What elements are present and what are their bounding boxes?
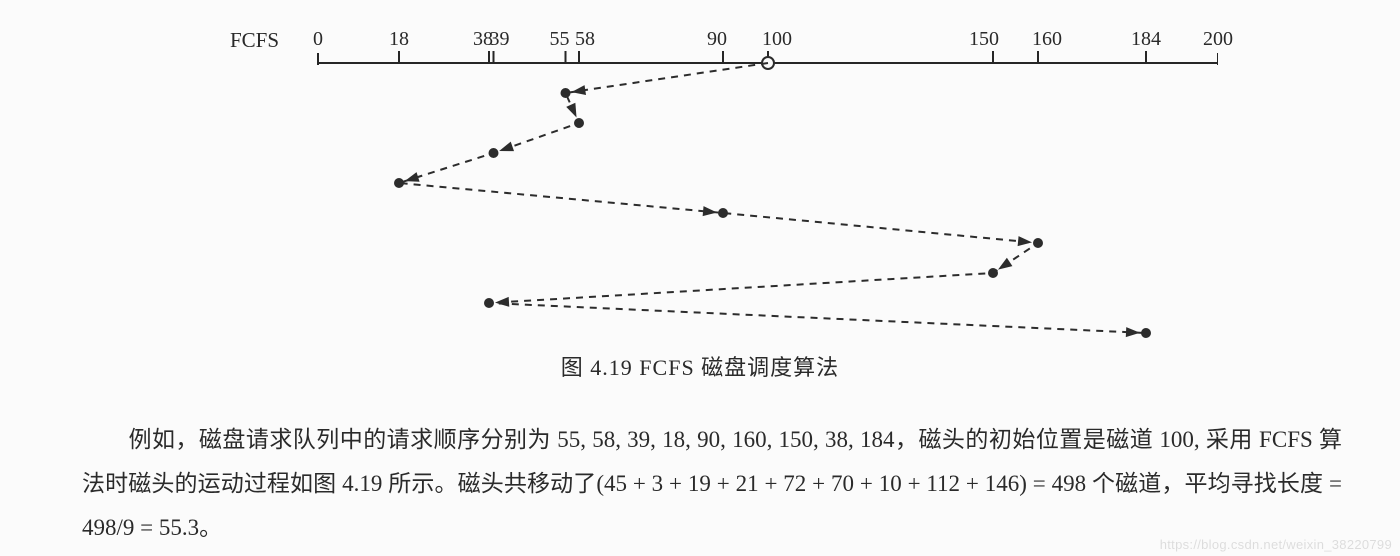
- axis-tick-label: 160: [1032, 28, 1062, 51]
- axis-tick-label: 100: [762, 28, 792, 51]
- axis-tick-label: 150: [969, 28, 999, 51]
- axis-tick-label: 0: [313, 28, 323, 51]
- axis-tick-label: 55: [550, 28, 570, 51]
- figure-caption: 图 4.19 FCFS 磁盘调度算法: [0, 350, 1400, 382]
- algorithm-label: FCFS: [230, 28, 279, 53]
- watermark: https://blog.csdn.net/weixin_38220799: [1160, 537, 1392, 552]
- axis-tick-label: 200: [1203, 28, 1233, 51]
- paragraph-text: 例如，磁盘请求队列中的请求顺序分别为 55, 58, 39, 18, 90, 1…: [82, 427, 1342, 540]
- axis-tick-label: 39: [490, 28, 510, 51]
- page-root: FCFS 0183839555890100150160184200 图 4.19…: [0, 0, 1400, 556]
- fcfs-seek-chart: FCFS 0183839555890100150160184200: [240, 28, 1218, 338]
- axis-tick-label: 18: [389, 28, 409, 51]
- axis-tick-label: 90: [707, 28, 727, 51]
- axis-tick-label: 58: [575, 28, 595, 51]
- explanation-paragraph: 例如，磁盘请求队列中的请求顺序分别为 55, 58, 39, 18, 90, 1…: [82, 418, 1342, 550]
- seek-diagram-svg: [240, 28, 1218, 338]
- axis-tick-label: 184: [1131, 28, 1161, 51]
